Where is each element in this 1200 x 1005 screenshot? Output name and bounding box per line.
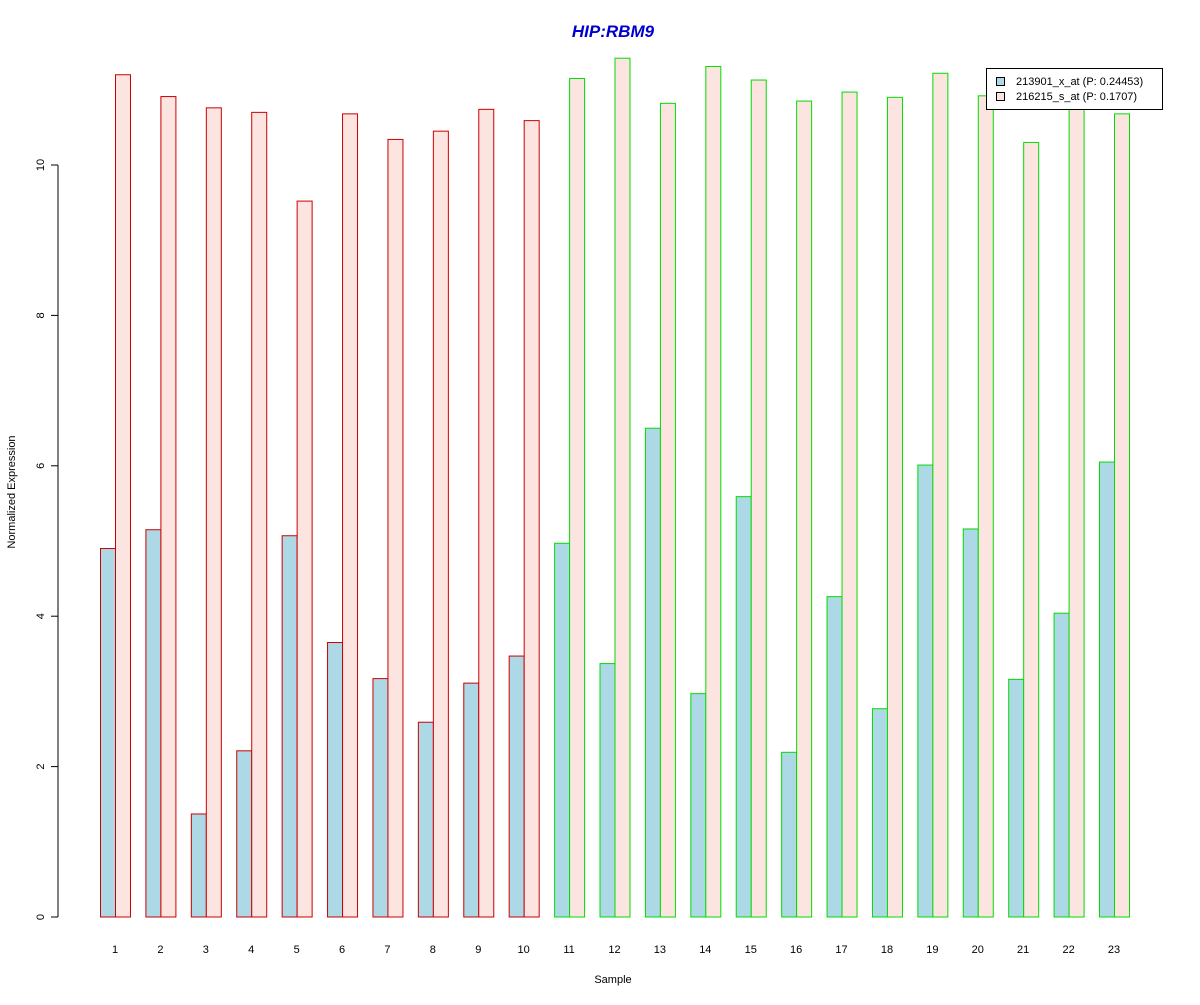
- y-tick-label: 6: [35, 463, 47, 469]
- bar-series1-sample-4: [236, 750, 253, 918]
- bar-series1-sample-22: [1053, 612, 1070, 918]
- bar-series2-sample-7: [387, 138, 404, 918]
- bar-series1-sample-1: [100, 548, 116, 918]
- bar-series1-sample-20: [962, 528, 979, 918]
- x-tick-label: 14: [699, 944, 711, 956]
- bar-series1-sample-8: [417, 721, 434, 918]
- bar-series2-sample-9: [478, 108, 495, 918]
- bar-series1-sample-3: [190, 813, 207, 918]
- legend-label: 216215_s_at (P: 0.1707): [1016, 91, 1137, 103]
- bar-series1-sample-9: [463, 682, 480, 918]
- x-tick-label: 7: [384, 944, 390, 956]
- legend-swatch: [996, 77, 1005, 86]
- bar-series1-sample-7: [372, 678, 389, 918]
- x-tick-label: 3: [203, 944, 209, 956]
- bar-series1-sample-18: [871, 708, 888, 918]
- legend-label: 213901_x_at (P: 0.24453): [1016, 76, 1143, 88]
- bar-series2-sample-1: [115, 74, 131, 918]
- legend-swatch: [996, 92, 1005, 101]
- bar-series1-sample-11: [554, 542, 571, 918]
- bar-series2-sample-14: [705, 65, 722, 918]
- x-tick-label: 23: [1108, 944, 1120, 956]
- bar-series2-sample-19: [932, 72, 949, 918]
- bar-series2-sample-5: [296, 200, 313, 918]
- x-axis-label: Sample: [594, 974, 631, 986]
- bar-series1-sample-13: [644, 427, 661, 918]
- bar-series1-sample-12: [599, 663, 616, 918]
- bar-series1-sample-5: [281, 535, 298, 918]
- bar-series1-sample-2: [145, 529, 162, 918]
- x-tick-label: 21: [1017, 944, 1029, 956]
- x-tick-label: 18: [881, 944, 893, 956]
- bar-series2-sample-23: [1114, 113, 1130, 918]
- bar-series2-sample-13: [659, 102, 676, 918]
- x-tick-label: 15: [745, 944, 757, 956]
- legend-box: [986, 68, 1163, 110]
- y-axis-label: Normalized Expression: [6, 435, 18, 548]
- x-tick-label: 11: [563, 944, 574, 956]
- bar-series2-sample-3: [205, 107, 222, 918]
- bars: [100, 57, 1130, 918]
- x-tick-label: 6: [339, 944, 345, 956]
- bar-series2-sample-15: [750, 79, 767, 918]
- bar-series2-sample-10: [523, 120, 540, 918]
- y-axis: 0 2 4 6 8 10: [35, 159, 59, 920]
- bar-series2-sample-18: [886, 96, 903, 918]
- bar-series2-sample-4: [251, 111, 268, 918]
- bar-series2-sample-2: [160, 96, 177, 918]
- x-tick-labels: 1 2 3 4 5 6 7 8 9 10 11 12 13 14 15 16 17 18 19 20 21 22 23: [112, 944, 1120, 956]
- x-tick-label: 10: [518, 944, 530, 956]
- bar-series1-sample-6: [327, 642, 344, 918]
- bar-series2-sample-6: [342, 113, 359, 918]
- y-tick-label: 2: [35, 764, 47, 770]
- bar-series2-sample-12: [614, 57, 631, 918]
- legend: 213901_x_at (P: 0.24453) 216215_s_at (P: …: [986, 68, 1163, 110]
- bar-series1-sample-21: [1008, 678, 1025, 918]
- x-tick-label: 2: [157, 944, 163, 956]
- x-tick-label: 17: [835, 944, 847, 956]
- x-tick-label: 22: [1062, 944, 1074, 956]
- x-tick-label: 4: [248, 944, 254, 956]
- bar-series1-sample-15: [735, 496, 752, 918]
- x-tick-label: 20: [972, 944, 984, 956]
- bar-series2-sample-21: [1023, 141, 1040, 918]
- x-tick-label: 16: [790, 944, 802, 956]
- bar-series2-sample-22: [1068, 107, 1085, 918]
- bar-series2-sample-17: [841, 91, 858, 918]
- chart-title: HIP:RBM9: [572, 22, 655, 41]
- y-tick-label: 8: [35, 312, 47, 318]
- bar-series1-sample-23: [1099, 461, 1115, 918]
- bar-series1-sample-17: [826, 596, 843, 918]
- y-tick-label: 4: [35, 613, 47, 619]
- x-tick-label: 8: [430, 944, 436, 956]
- x-tick-label: 5: [294, 944, 300, 956]
- x-tick-label: 12: [608, 944, 620, 956]
- x-tick-label: 13: [654, 944, 666, 956]
- bar-series1-sample-19: [917, 464, 934, 918]
- bar-series2-sample-20: [977, 95, 994, 918]
- x-tick-label: 9: [475, 944, 481, 956]
- bar-series1-sample-14: [690, 693, 707, 918]
- y-tick-label: 10: [35, 159, 47, 171]
- bar-series2-sample-11: [569, 78, 586, 918]
- x-tick-label: 1: [112, 944, 118, 956]
- bar-series1-sample-16: [781, 751, 798, 918]
- y-tick-label: 0: [35, 914, 47, 920]
- bar-series2-sample-16: [796, 100, 813, 918]
- bar-series2-sample-8: [432, 130, 449, 918]
- bar-series1-sample-10: [508, 655, 525, 918]
- x-tick-label: 19: [926, 944, 938, 956]
